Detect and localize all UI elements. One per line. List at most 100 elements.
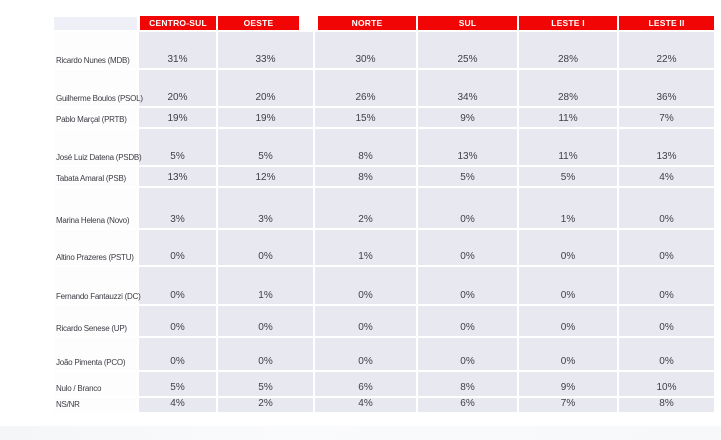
value-cell: 0% [517, 304, 619, 338]
value-cell: 20% [216, 68, 315, 108]
value-cell: 4% [137, 396, 218, 414]
column-header: NORTE [314, 16, 417, 31]
column-header: LESTE II [618, 16, 715, 31]
row-label: Tabata Amaral (PSB) [52, 165, 139, 188]
row-label: José Luiz Datena (PSDB) [52, 127, 142, 167]
value-cell: 4% [617, 165, 716, 188]
value-cell: 0% [517, 228, 619, 267]
value-cell: 0% [617, 304, 716, 338]
value-cell: 6% [416, 396, 519, 414]
value-cell: 8% [313, 165, 418, 188]
table-row: João Pimenta (PCO) 0% 0% 0% 0% 0% 0% [52, 336, 716, 372]
value-cell: 28% [517, 30, 619, 70]
value-cell: 5% [137, 370, 218, 398]
value-cell: 0% [137, 304, 218, 338]
table-row: Fernando Fantauzzi (DC) 0% 1% 0% 0% 0% 0% [52, 265, 716, 306]
value-cell: 0% [416, 336, 519, 372]
row-label: NS/NR [52, 396, 139, 414]
value-cell: 3% [216, 186, 315, 230]
value-cell: 0% [617, 265, 716, 306]
value-cell: 13% [617, 127, 716, 167]
value-cell: 2% [216, 396, 315, 414]
poll-results-table: CENTRO-SUL OESTE NORTE SUL LESTE I LESTE II R… [52, 15, 716, 414]
value-cell: 12% [216, 165, 315, 188]
value-cell: 0% [216, 304, 315, 338]
value-cell: 36% [617, 68, 716, 108]
value-cell: 0% [216, 336, 315, 372]
value-cell: 22% [617, 30, 716, 70]
value-cell: 20% [137, 68, 218, 108]
value-cell: 13% [416, 127, 519, 167]
value-cell: 31% [137, 30, 218, 70]
value-cell: 3% [137, 186, 218, 230]
value-cell: 0% [617, 336, 716, 372]
table-row: Marina Helena (Novo) 3% 3% 2% 0% 1% 0% [52, 186, 716, 230]
value-cell: 25% [416, 30, 519, 70]
value-cell: 7% [617, 106, 716, 129]
value-cell: 11% [517, 106, 619, 129]
row-label: Altino Prazeres (PSTU) [52, 228, 139, 267]
value-cell: 19% [216, 106, 315, 129]
value-cell: 0% [137, 265, 218, 306]
value-cell: 5% [517, 165, 619, 188]
value-cell: 9% [416, 106, 519, 129]
table-row: NS/NR 4% 2% 4% 6% 7% 8% [52, 396, 716, 414]
value-cell: 0% [517, 336, 619, 372]
value-cell: 0% [137, 336, 218, 372]
value-cell: 9% [517, 370, 619, 398]
value-cell: 11% [517, 127, 619, 167]
value-cell: 13% [137, 165, 218, 188]
row-label: Ricardo Senese (UP) [52, 304, 139, 338]
value-cell: 4% [313, 396, 418, 414]
value-cell: 7% [517, 396, 619, 414]
value-cell: 0% [313, 265, 418, 306]
table-row: Pablo Marçal (PRTB) 19% 19% 15% 9% 11% 7% [52, 106, 716, 129]
value-cell: 19% [137, 106, 218, 129]
column-header: LESTE I [518, 16, 618, 31]
column-header-pill: SUL [418, 16, 517, 30]
value-cell: 5% [216, 127, 315, 167]
value-cell: 0% [416, 265, 519, 306]
row-label: Nulo / Branco [52, 370, 139, 398]
value-cell: 0% [517, 265, 619, 306]
value-cell: 2% [313, 186, 418, 230]
value-cell: 28% [517, 68, 619, 108]
value-cell: 0% [617, 186, 716, 230]
table-row: Tabata Amaral (PSB) 13% 12% 8% 5% 5% 4% [52, 165, 716, 188]
value-cell: 0% [137, 228, 218, 267]
row-label: Marina Helena (Novo) [52, 186, 139, 230]
value-cell: 30% [313, 30, 418, 70]
row-label: Fernando Fantauzzi (DC) [52, 265, 141, 306]
value-cell: 5% [137, 127, 218, 167]
column-header-pill: LESTE I [519, 16, 617, 30]
value-cell: 5% [416, 165, 519, 188]
column-header-pill: NORTE [318, 16, 416, 30]
value-cell: 15% [313, 106, 418, 129]
table-row: Altino Prazeres (PSTU) 0% 0% 1% 0% 0% 0% [52, 228, 716, 267]
table-row: Ricardo Senese (UP) 0% 0% 0% 0% 0% 0% [52, 304, 716, 338]
value-cell: 0% [313, 336, 418, 372]
table-row: Guilherme Boulos (PSOL) 20% 20% 26% 34% 28% 36… [52, 68, 716, 108]
value-cell: 0% [313, 304, 418, 338]
value-cell: 10% [617, 370, 716, 398]
table-row: Ricardo Nunes (MDB) 31% 33% 30% 25% 28% 22% [52, 30, 716, 70]
value-cell: 33% [216, 30, 315, 70]
row-label: Ricardo Nunes (MDB) [52, 30, 139, 70]
column-header-pill: CENTRO-SUL [140, 16, 216, 30]
column-header: SUL [417, 16, 518, 31]
value-cell: 5% [216, 370, 315, 398]
row-label-header-cell [52, 15, 139, 32]
column-header: CENTRO-SUL [138, 16, 217, 31]
value-cell: 0% [416, 228, 519, 267]
column-header-pill: OESTE [218, 16, 299, 30]
value-cell: 34% [416, 68, 519, 108]
poll-results-by-region: CENTRO-SUL OESTE NORTE SUL LESTE I LESTE II R… [52, 15, 716, 414]
value-cell: 6% [313, 370, 418, 398]
value-cell: 8% [313, 127, 418, 167]
value-cell: 8% [416, 370, 519, 398]
table-row: Nulo / Branco 5% 5% 6% 8% 9% 10% [52, 370, 716, 398]
value-cell: 0% [216, 228, 315, 267]
value-cell: 1% [313, 228, 418, 267]
row-label: João Pimenta (PCO) [52, 336, 139, 372]
